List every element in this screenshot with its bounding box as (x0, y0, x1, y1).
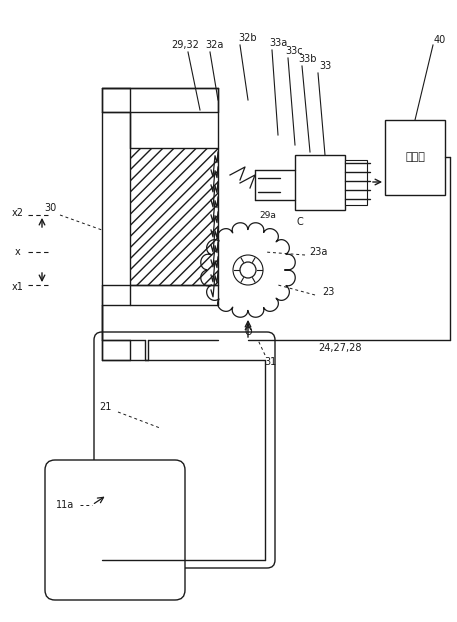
Text: 33c: 33c (285, 46, 303, 56)
Text: 33: 33 (319, 61, 331, 71)
Text: 30: 30 (44, 203, 56, 213)
Text: x: x (15, 247, 21, 257)
Bar (295, 155, 345, 210)
Text: x2: x2 (12, 208, 24, 218)
Text: 23a: 23a (309, 247, 327, 257)
Text: 33b: 33b (299, 54, 317, 64)
Text: x1: x1 (12, 282, 24, 292)
Text: 40: 40 (434, 35, 446, 45)
Text: O: O (244, 327, 252, 337)
Text: 制御算: 制御算 (405, 152, 425, 162)
Text: C: C (297, 217, 303, 227)
Text: 23: 23 (322, 287, 334, 297)
Text: 32a: 32a (206, 40, 224, 50)
Text: 11a: 11a (56, 500, 74, 510)
Bar (345, 160, 367, 205)
Text: 32b: 32b (239, 33, 257, 43)
Text: 29,32: 29,32 (171, 40, 199, 50)
Text: 33a: 33a (269, 38, 287, 48)
FancyBboxPatch shape (45, 460, 185, 600)
Text: 29a: 29a (260, 210, 276, 220)
Text: 31: 31 (264, 357, 276, 367)
Text: 21: 21 (99, 402, 111, 412)
FancyBboxPatch shape (94, 332, 275, 568)
Bar (385, 120, 445, 195)
Bar (130, 148, 218, 285)
Text: 24,27,28: 24,27,28 (318, 343, 362, 353)
